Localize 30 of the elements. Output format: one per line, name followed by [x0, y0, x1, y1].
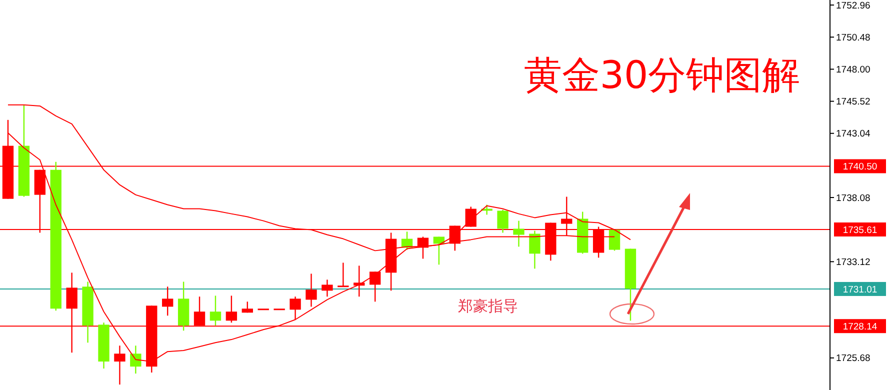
candlestick	[130, 345, 142, 374]
ref-line-label: 1740.50	[842, 162, 878, 173]
candlestick	[529, 230, 540, 270]
y-tick-label: 1748.00	[836, 64, 870, 76]
candlestick	[338, 262, 349, 288]
y-tick-label: 1743.04	[836, 128, 870, 140]
y-tick-label: 1725.68	[836, 353, 870, 364]
ref-line-label: 1735.61	[842, 224, 878, 236]
y-tick-label: 1745.52	[836, 96, 870, 108]
ref-line-label: 1731.01	[842, 284, 878, 296]
candlestick	[497, 209, 508, 234]
candlestick	[370, 271, 381, 302]
candlestick	[162, 286, 174, 316]
candlestick	[290, 296, 301, 320]
candlestick	[306, 273, 317, 308]
text: 黄金30分钟图解	[524, 53, 800, 97]
y-tick-label: 1733.12	[836, 257, 870, 268]
y-tick-label: 1738.08	[836, 192, 870, 204]
y-tick-label: 1752.96	[836, 0, 870, 12]
candlestick	[210, 295, 222, 326]
candlestick	[433, 236, 445, 266]
candlestick	[322, 279, 333, 298]
candlestick	[226, 295, 238, 324]
candlestick	[513, 220, 524, 248]
candlestick	[114, 345, 126, 386]
y-tick-label: 1750.48	[836, 32, 870, 44]
candlestick	[608, 229, 620, 252]
annotation: 郑豪指导	[458, 297, 518, 315]
ref-line-label: 1728.14	[842, 321, 878, 332]
candlestick	[465, 206, 476, 228]
